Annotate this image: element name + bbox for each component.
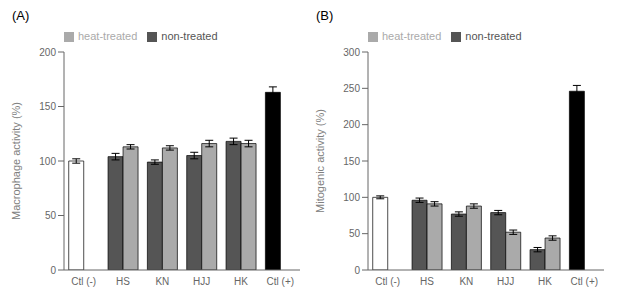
svg-text:100: 100 xyxy=(343,192,360,203)
svg-text:Mitogenic activity (%): Mitogenic activity (%) xyxy=(314,109,326,213)
svg-text:100: 100 xyxy=(39,156,56,167)
svg-text:Macrophage activity (%): Macrophage activity (%) xyxy=(10,102,22,220)
svg-text:150: 150 xyxy=(39,101,56,112)
svg-text:KN: KN xyxy=(459,276,473,287)
svg-text:300: 300 xyxy=(343,47,360,58)
svg-text:150: 150 xyxy=(343,156,360,167)
svg-text:KN: KN xyxy=(155,276,169,287)
svg-text:0: 0 xyxy=(354,265,360,276)
html-text:heat-treated: heat-treated xyxy=(78,30,138,42)
svg-text:200: 200 xyxy=(343,119,360,130)
svg-text:HK: HK xyxy=(234,276,248,287)
svg-text:Ctl (+): Ctl (+) xyxy=(267,276,295,287)
svg-text:Ctl (-): Ctl (-) xyxy=(375,276,400,287)
svg-text:HS: HS xyxy=(116,276,130,287)
svg-text:HS: HS xyxy=(420,276,434,287)
svg-text:250: 250 xyxy=(343,83,360,94)
html-text:non-treated: non-treated xyxy=(465,30,522,42)
svg-text:200: 200 xyxy=(39,47,56,58)
svg-text:50: 50 xyxy=(45,210,57,221)
svg-text:0: 0 xyxy=(50,265,56,276)
svg-text:HJJ: HJJ xyxy=(193,276,210,287)
svg-text:Ctl (+): Ctl (+) xyxy=(571,276,599,287)
html-text:non-treated: non-treated xyxy=(161,30,218,42)
html-text:(B): (B) xyxy=(316,8,334,23)
svg-text:Ctl (-): Ctl (-) xyxy=(71,276,96,287)
svg-text:50: 50 xyxy=(349,228,361,239)
html-text:heat-treated: heat-treated xyxy=(382,30,442,42)
html-text:(A): (A) xyxy=(12,8,30,23)
svg-text:HJJ: HJJ xyxy=(497,276,514,287)
svg-text:HK: HK xyxy=(538,276,552,287)
